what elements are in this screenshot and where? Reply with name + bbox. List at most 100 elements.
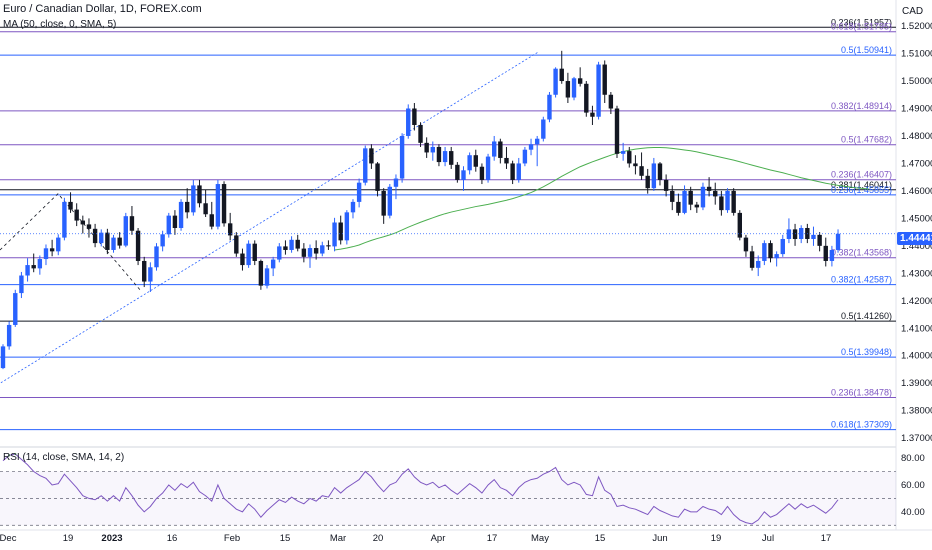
candle-body [338, 222, 343, 241]
fib-level-label: 0.5(1.41260) [841, 311, 892, 321]
candle-body [270, 259, 276, 269]
candle-body [725, 190, 730, 211]
candle-body [749, 251, 755, 268]
candle-body [547, 94, 552, 120]
candle-body [516, 163, 521, 180]
candle-body [608, 94, 614, 109]
candle-body [301, 248, 307, 257]
fib-level-label: 0.236(1.46407) [831, 170, 892, 180]
candle-body [313, 248, 319, 254]
candle-body [289, 239, 294, 250]
candle-body [670, 190, 675, 202]
candle-body [43, 248, 49, 260]
time-axis-tick: Feb [224, 533, 240, 544]
candle-body [596, 64, 601, 117]
time-axis-tick: Jul [762, 533, 774, 544]
candles-group [0, 50, 841, 370]
candle-body [135, 230, 141, 261]
fib-level-label: 0.236(1.45855) [831, 185, 892, 195]
fib-level-label: 0.5(1.39948) [841, 347, 892, 357]
candle-body [602, 64, 607, 95]
candle-body [92, 228, 98, 244]
candle-body [142, 260, 147, 282]
candle-body [700, 186, 706, 208]
candle-body [620, 151, 626, 154]
candle-body [467, 155, 472, 171]
candle-body [56, 237, 61, 252]
rsi-indicator-label[interactable]: RSI (14, close, SMA, 14, 2) [3, 452, 125, 463]
candle-body [117, 237, 122, 246]
candle-body [829, 249, 835, 261]
price-axis-tick: 1.48000 [901, 131, 932, 142]
candle-body [479, 166, 485, 180]
candle-body [645, 175, 650, 189]
candle-body [25, 265, 30, 276]
price-axis-tick: 1.44000 [901, 241, 932, 252]
candle-body [326, 245, 331, 247]
candle-body [332, 222, 337, 247]
candle-body [424, 142, 429, 153]
candle-body [614, 108, 620, 154]
ma-line [334, 147, 869, 251]
candle-body [19, 275, 24, 294]
rsi-axis-tick: 40.00 [901, 507, 925, 518]
candle-body [713, 190, 718, 197]
candle-body [393, 178, 399, 187]
candle-body [743, 237, 749, 252]
last-price-tag: 1.44441 [897, 232, 932, 245]
candle-body [0, 346, 6, 369]
time-axis-tick: 17 [487, 533, 498, 544]
candle-body [363, 148, 368, 183]
candle-body [234, 235, 239, 254]
time-axis-tick: 20 [373, 533, 384, 544]
price-axis-tick: 1.46000 [901, 186, 932, 197]
candle-body [197, 185, 202, 204]
fib-level-label: 0.382(1.43568) [831, 248, 892, 258]
candle-body [823, 245, 828, 261]
candle-body [780, 238, 785, 255]
candle-body [277, 246, 282, 260]
candle-body [31, 265, 36, 269]
candle-body [221, 184, 227, 224]
candle-body [412, 108, 417, 125]
candle-body [473, 155, 478, 167]
candle-body [590, 112, 595, 117]
candle-body [528, 144, 534, 150]
candle-body [559, 68, 564, 82]
candle-body [792, 229, 798, 239]
chart-title: Euro / Canadian Dollar, 1D, FOREX.com [3, 3, 202, 15]
time-axis-tick: 17 [821, 533, 832, 544]
candle-body [504, 157, 509, 164]
candle-body [264, 268, 270, 286]
price-axis-tick: 1.52000 [901, 21, 932, 32]
candle-body [719, 196, 724, 211]
price-axis-tick: 1.37000 [901, 433, 932, 444]
candle-body [651, 163, 657, 189]
candle-body [406, 108, 411, 136]
price-axis-tick: 1.45000 [901, 213, 932, 224]
candle-body [68, 201, 73, 210]
candle-body [252, 243, 257, 261]
time-axis-tick: 19 [711, 533, 722, 544]
candle-body [455, 164, 460, 180]
ma-indicator-label[interactable]: MA (50, close, 0, SMA, 5) [3, 19, 117, 30]
candle-body [209, 214, 214, 227]
time-axis-tick: May [531, 533, 549, 544]
fib-level-label: 0.382(1.42587) [831, 275, 892, 285]
candle-body [737, 212, 742, 238]
time-axis-tick: 16 [167, 533, 178, 544]
fib-level-label: 0.5(1.47682) [841, 135, 892, 145]
candle-body [86, 224, 92, 229]
candle-body [387, 186, 393, 216]
time-axis-tick: Dec [0, 533, 17, 544]
price-axis-tick: 1.41000 [901, 323, 932, 334]
candle-body [129, 216, 135, 231]
candle-body [160, 234, 165, 247]
time-axis-tick: 15 [595, 533, 606, 544]
candle-body [436, 146, 442, 163]
rsi-band [0, 471, 896, 526]
candle-body [111, 237, 116, 250]
candle-body [534, 138, 540, 145]
candle-body [565, 81, 571, 98]
